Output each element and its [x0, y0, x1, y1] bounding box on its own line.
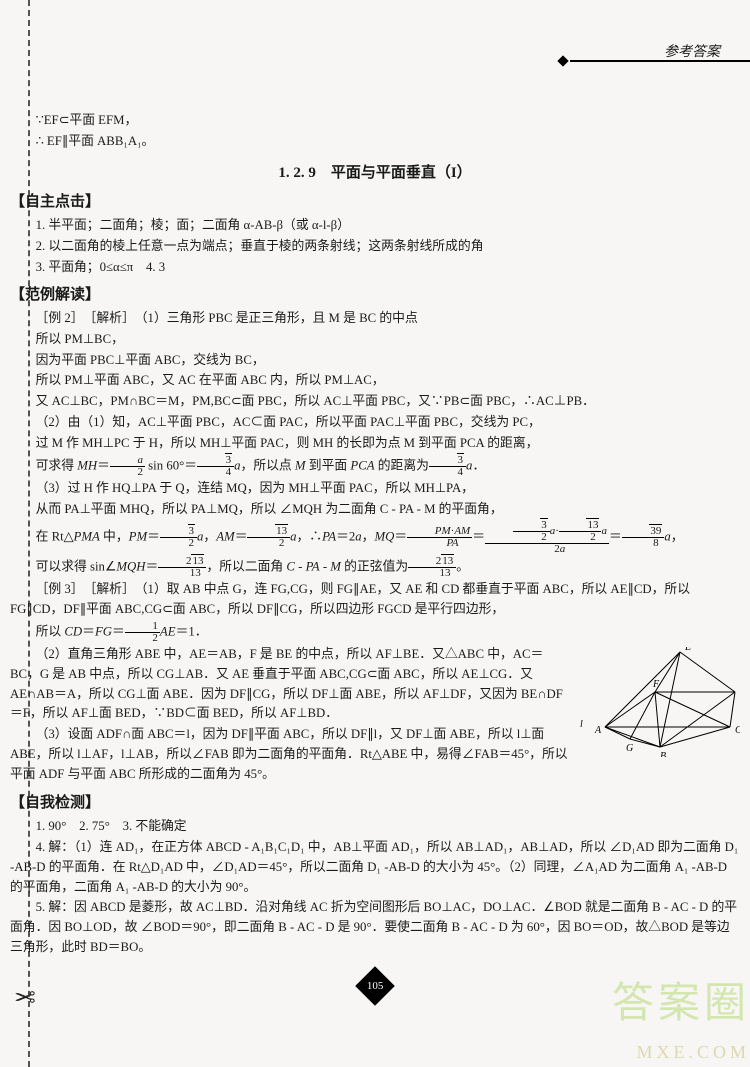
zizhu-1: 1. 半平面；二面角；棱；面；二面角 α-AB-β（或 α-l-β） [10, 216, 740, 236]
ex2-10: 在 Rt△PMA 中，PM＝32a，AM＝132a，∴PA＝2a，MQ＝PM·A… [10, 520, 740, 555]
svg-text:A: A [594, 725, 602, 736]
watermark-big: 答案圈 [612, 971, 750, 1038]
ex2-8: （3）过 H 作 HQ⊥PA 于 Q，连结 MQ，因为 MH⊥平面 PAC，所以… [10, 479, 740, 499]
header-diamond-icon [557, 55, 568, 66]
ex2-7: 可求得 MH＝a2 sin 60°＝34a，所以点 M 到平面 PCA 的距离为… [10, 455, 740, 478]
ex2-11: 可以求得 sin∠MQH＝21313，所以二面角 C - PA - M 的正弦值… [10, 556, 740, 579]
ex2-3: 所以 PM⊥平面 ABC，又 AC 在平面 ABC 内，所以 PM⊥AC， [10, 371, 740, 391]
ziwo-5: 5. 解：因 ABCD 是菱形，故 AC⊥BD．沿对角线 AC 折为空间图形后 … [10, 898, 740, 957]
page-number: 105 [355, 966, 395, 1006]
ex3-1b: 所以 CD＝FG＝12AE＝1． [10, 621, 740, 644]
ziwo-1: 1. 90° 2. 75° 3. 不能确定 [10, 817, 740, 837]
intro-line-2: ∴ EF∥平面 ABB₁A₁。 [10, 132, 740, 152]
ex2-head: ［例 2］ ［解析］ （1）三角形 PBC 是正三角形，且 M 是 BC 的中点 [10, 309, 740, 329]
svg-text:F: F [652, 679, 660, 690]
header-rule [570, 60, 750, 62]
svg-text:E: E [684, 647, 691, 653]
zizhu-2: 2. 以二面角的棱上任意一点为端点；垂直于棱的两条射线；这两条射线所成的角 [10, 237, 740, 257]
section-title: 1. 2. 9 平面与平面垂直（I） [10, 162, 740, 185]
svg-text:D: D [739, 688, 740, 699]
ex2-2: 因为平面 PBC⊥平面 ABC，交线为 BC， [10, 351, 740, 371]
ex3-head: ［例 3］ ［解析］ （1）取 AB 中点 G，连 FG,CG，则 FG∥AE，… [10, 580, 740, 620]
svg-text:l: l [580, 719, 583, 730]
heading-ziwo: 【自我检测】 [10, 792, 740, 815]
ex2-4: 又 AC⊥BC，PM∩BC＝M，PM,BC⊂面 PBC，所以 AC⊥平面 PBC… [10, 392, 740, 412]
heading-zizhu: 【自主点击】 [10, 191, 740, 214]
svg-text:B: B [660, 751, 666, 757]
page-content: ∵EF⊂平面 EFM， ∴ EF∥平面 ABB₁A₁。 1. 2. 9 平面与平… [10, 110, 740, 1000]
heading-fanli: 【范例解读】 [10, 284, 740, 307]
geometry-figure: E F D A B C Gl [580, 647, 740, 757]
ex2-1: 所以 PM⊥BC， [10, 330, 740, 350]
ziwo-4: 4. 解：（1）连 AD₁，在正方体 ABCD - A₁B₁C₁D₁ 中，AB⊥… [10, 838, 740, 897]
ex2-5: （2）由（1）知，AC⊥平面 PBC，AC⊂面 PAC，所以平面 PAC⊥平面 … [10, 413, 740, 433]
svg-text:G: G [626, 743, 633, 754]
intro-line-1: ∵EF⊂平面 EFM， [10, 111, 740, 131]
watermark-small: MXE.COM [612, 1038, 750, 1067]
ex2-6: 过 M 作 MH⊥PC 于 H，所以 MH⊥平面 PAC，则 MH 的长即为点 … [10, 434, 740, 454]
watermark: 答案圈 MXE.COM [612, 971, 750, 1067]
svg-text:C: C [735, 725, 740, 736]
ex2-9: 从而 PA⊥平面 MHQ，所以 PA⊥MQ，所以 ∠MQH 为二面角 C - P… [10, 500, 740, 520]
zizhu-3: 3. 平面角；0≤α≤π 4. 3 [10, 258, 740, 278]
